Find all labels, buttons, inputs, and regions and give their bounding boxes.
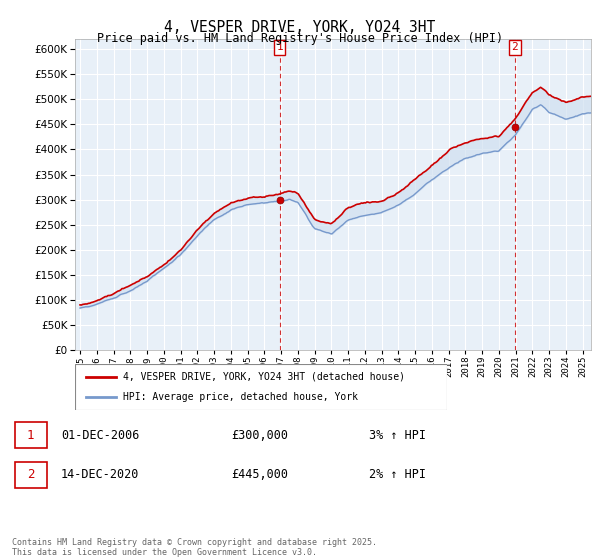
Text: 4, VESPER DRIVE, YORK, YO24 3HT: 4, VESPER DRIVE, YORK, YO24 3HT [164,20,436,35]
Text: HPI: Average price, detached house, York: HPI: Average price, detached house, York [124,392,358,402]
Text: 1: 1 [27,429,34,442]
FancyBboxPatch shape [15,422,47,449]
Text: 01-DEC-2006: 01-DEC-2006 [61,429,139,442]
Text: 2% ↑ HPI: 2% ↑ HPI [369,468,426,481]
Text: Price paid vs. HM Land Registry's House Price Index (HPI): Price paid vs. HM Land Registry's House … [97,32,503,45]
Text: 4, VESPER DRIVE, YORK, YO24 3HT (detached house): 4, VESPER DRIVE, YORK, YO24 3HT (detache… [124,372,406,382]
Text: 1: 1 [277,43,283,52]
FancyBboxPatch shape [75,364,447,410]
Text: 14-DEC-2020: 14-DEC-2020 [61,468,139,481]
Text: 2: 2 [27,468,34,481]
Text: 2: 2 [512,43,518,52]
Text: 3% ↑ HPI: 3% ↑ HPI [369,429,426,442]
Text: £300,000: £300,000 [231,429,288,442]
Text: Contains HM Land Registry data © Crown copyright and database right 2025.
This d: Contains HM Land Registry data © Crown c… [12,538,377,557]
Text: £445,000: £445,000 [231,468,288,481]
FancyBboxPatch shape [15,461,47,488]
